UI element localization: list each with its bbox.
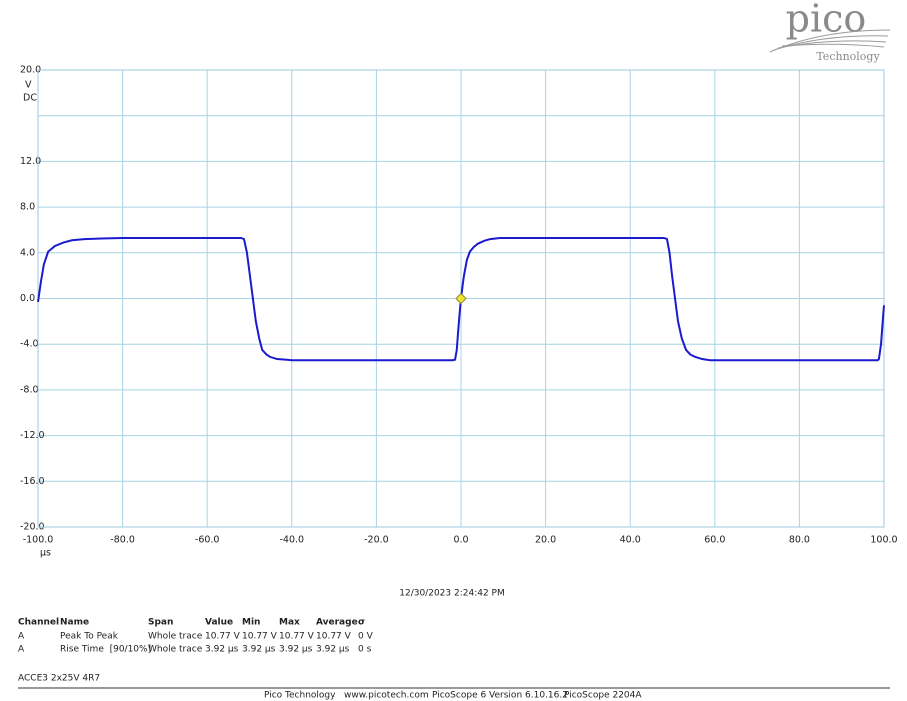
y-tick-label: 12.0 — [20, 156, 41, 167]
table-cell: 3.92 µs — [279, 645, 313, 655]
footer-text: Pico Technology — [264, 691, 336, 701]
table-cell: 10.77 V — [205, 632, 241, 642]
y-coupling: DC — [23, 93, 37, 104]
x-tick-label: 0.0 — [453, 535, 468, 546]
y-tick-label: 0.0 — [20, 293, 35, 304]
y-unit: V — [25, 80, 32, 91]
footer-text: www.picotech.com — [344, 691, 429, 701]
x-tick-label: 80.0 — [789, 535, 810, 546]
table-cell: A — [18, 645, 25, 655]
table-cell: 3.92 µs — [205, 645, 239, 655]
probe: ACCE3 2x25V 4R7 — [18, 674, 100, 684]
y-tick-label: 20.0 — [20, 65, 41, 76]
table-header: Name — [60, 618, 89, 628]
table-cell: A — [18, 632, 25, 642]
y-tick-label: 4.0 — [20, 247, 35, 258]
logo-name: pico — [786, 0, 867, 41]
table-cell: Peak To Peak — [60, 632, 119, 642]
table-header: Average — [316, 618, 358, 628]
trigger-marker — [455, 292, 467, 305]
table-cell: 0 s — [358, 645, 372, 655]
y-tick-label: -16.0 — [20, 476, 45, 487]
table-cell: 10.77 V — [242, 632, 278, 642]
table-header: Max — [279, 618, 300, 628]
x-tick-label: 100.0 — [870, 535, 897, 546]
y-tick-label: 8.0 — [20, 202, 35, 213]
y-tick-label: -12.0 — [20, 430, 45, 441]
table-cell: 3.92 µs — [242, 645, 276, 655]
logo-tagline: Technology — [816, 50, 880, 63]
x-tick-label: 20.0 — [535, 535, 556, 546]
table-header: Span — [148, 618, 173, 628]
x-tick-label: -60.0 — [195, 535, 220, 546]
footer-text: PicoScope 6 Version 6.10.16.2 — [432, 691, 568, 701]
y-tick-label: -20.0 — [20, 522, 45, 533]
x-tick-label: -40.0 — [280, 535, 305, 546]
table-header: Channel — [18, 618, 59, 628]
table-header: σ — [358, 618, 365, 628]
x-tick-label: 40.0 — [620, 535, 641, 546]
table-header: Min — [242, 618, 260, 628]
table-cell: 3.92 µs — [316, 645, 350, 655]
x-tick-label: 60.0 — [704, 535, 725, 546]
y-tick-label: -4.0 — [20, 339, 39, 350]
x-tick-label: -20.0 — [364, 535, 389, 546]
logo-swoosh — [769, 29, 891, 53]
timestamp: 12/30/2023 2:24:42 PM — [399, 589, 504, 599]
y-tick-label: -8.0 — [20, 384, 39, 395]
x-unit: µs — [40, 548, 51, 559]
table-cell: 0 V — [358, 632, 374, 642]
table-cell: Whole trace — [148, 645, 203, 655]
table-header: Value — [205, 618, 233, 628]
table-cell: Whole trace — [148, 632, 203, 642]
table-cell: Rise Time [90/10%] — [60, 645, 151, 655]
footer-text: PicoScope 2204A — [564, 691, 642, 701]
table-cell: 10.77 V — [279, 632, 315, 642]
x-tick-label: -80.0 — [110, 535, 135, 546]
table-cell: 10.77 V — [316, 632, 352, 642]
x-tick-label: -100.0 — [23, 535, 54, 546]
